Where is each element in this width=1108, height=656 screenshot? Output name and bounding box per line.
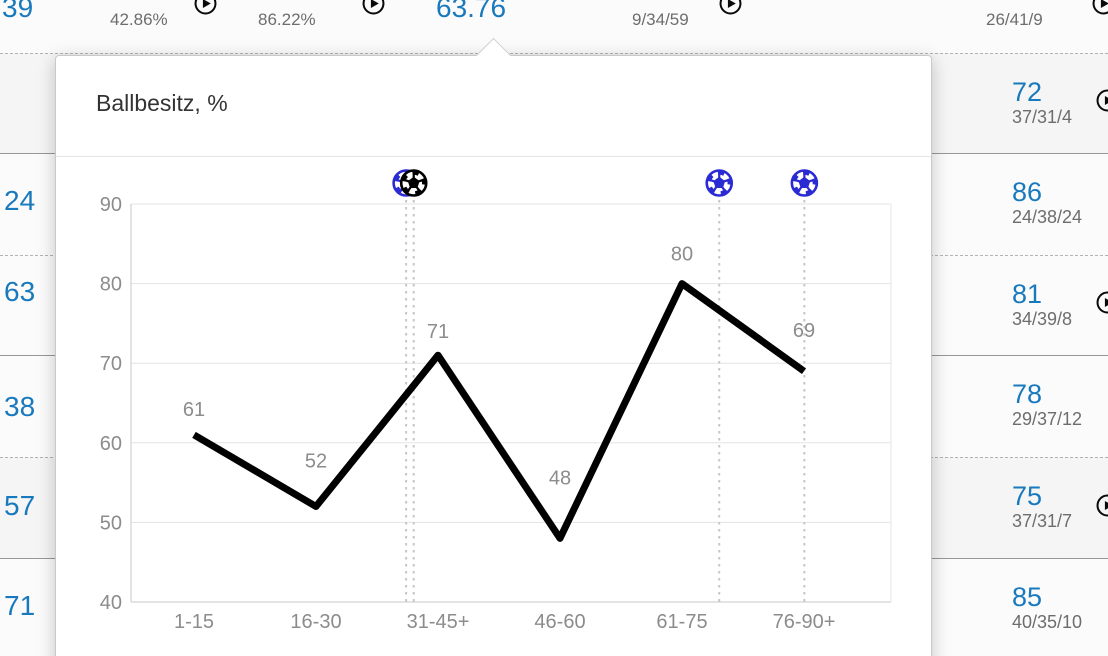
svg-text:71: 71 xyxy=(427,321,449,343)
svg-text:76-90+: 76-90+ xyxy=(773,611,836,633)
stat-sub-value: 37/31/4 xyxy=(1012,107,1073,127)
play-icon[interactable] xyxy=(1096,89,1108,112)
soccer-ball-icon xyxy=(790,169,819,197)
stat-value: 75 xyxy=(1012,481,1043,511)
svg-text:40: 40 xyxy=(100,592,122,614)
svg-text:69: 69 xyxy=(793,320,815,342)
stat-value-selected[interactable]: 63.76 xyxy=(436,0,507,23)
popup-title: Ballbesitz, % xyxy=(96,90,228,116)
svg-text:70: 70 xyxy=(100,353,122,375)
stat-sub-value: 9/34/59 xyxy=(632,10,689,29)
svg-text:46-60: 46-60 xyxy=(534,611,585,633)
stat-sub-value: 34/39/8 xyxy=(1012,309,1073,329)
svg-text:48: 48 xyxy=(549,467,571,489)
stat-sub-value: 29/37/12 xyxy=(1012,409,1083,429)
stat-value: 78 xyxy=(1012,379,1043,409)
table-row[interactable]: 78 29/37/12 xyxy=(1012,379,1082,430)
stat-value[interactable]: 24 xyxy=(4,185,36,216)
stat-value[interactable]: 63 xyxy=(4,276,36,307)
svg-text:52: 52 xyxy=(305,450,327,472)
soccer-ball-icon xyxy=(705,169,734,197)
svg-text:60: 60 xyxy=(100,433,122,455)
possession-popup: Ballbesitz, % 40 50 60 70 80 90 61 52 71 48 80 69 1-… xyxy=(55,37,932,656)
svg-text:1-15: 1-15 xyxy=(174,611,214,633)
svg-text:80: 80 xyxy=(671,244,693,266)
play-icon[interactable] xyxy=(362,0,385,15)
soccer-ball-icon xyxy=(399,169,428,197)
stat-sub-value: 42.86% xyxy=(110,10,168,29)
stat-sub-value: 86.22% xyxy=(258,10,316,29)
stat-sub-value: 37/31/7 xyxy=(1012,511,1073,531)
line-chart: 40 50 60 70 80 90 61 52 71 48 80 69 1-15 16-30 31-45+ 4… xyxy=(100,169,892,633)
svg-text:61-75: 61-75 xyxy=(656,611,707,633)
svg-text:90: 90 xyxy=(100,194,122,216)
svg-text:80: 80 xyxy=(100,274,122,296)
stat-sub-value: 26/41/9 xyxy=(986,10,1043,29)
stat-value[interactable]: 57 xyxy=(4,490,36,521)
svg-text:31-45+: 31-45+ xyxy=(407,611,470,633)
stat-value: 85 xyxy=(1012,582,1043,612)
stat-value: 86 xyxy=(1012,177,1043,207)
stat-value[interactable]: 39 xyxy=(2,0,34,23)
stat-value: 81 xyxy=(1012,279,1043,309)
popup-header: Ballbesitz, % xyxy=(56,56,931,157)
table-row[interactable]: 85 40/35/10 xyxy=(1012,582,1082,633)
table-row[interactable]: 86 24/38/24 xyxy=(1012,177,1082,228)
stat-value[interactable]: 38 xyxy=(4,391,36,422)
row-divider xyxy=(0,53,1108,54)
play-icon[interactable] xyxy=(1092,0,1108,15)
table-row[interactable]: 81 34/39/8 xyxy=(1012,279,1072,330)
play-icon[interactable] xyxy=(1096,494,1108,517)
stat-sub-value: 40/35/10 xyxy=(1012,612,1083,632)
table-row[interactable]: 75 37/31/7 xyxy=(1012,481,1072,532)
svg-text:16-30: 16-30 xyxy=(290,611,341,633)
play-icon[interactable] xyxy=(719,0,742,15)
possession-chart: 40 50 60 70 80 90 61 52 71 48 80 69 1-15 16-30 31-45+ 4… xyxy=(56,156,931,656)
play-icon[interactable] xyxy=(194,0,217,15)
stat-value: 72 xyxy=(1012,77,1043,107)
stat-value[interactable]: 71 xyxy=(4,590,36,621)
table-row[interactable]: 72 37/31/4 xyxy=(1012,77,1072,128)
play-icon[interactable] xyxy=(1096,291,1108,314)
svg-text:61: 61 xyxy=(183,399,205,421)
stat-sub-value: 24/38/24 xyxy=(1012,207,1083,227)
svg-text:50: 50 xyxy=(100,512,122,534)
